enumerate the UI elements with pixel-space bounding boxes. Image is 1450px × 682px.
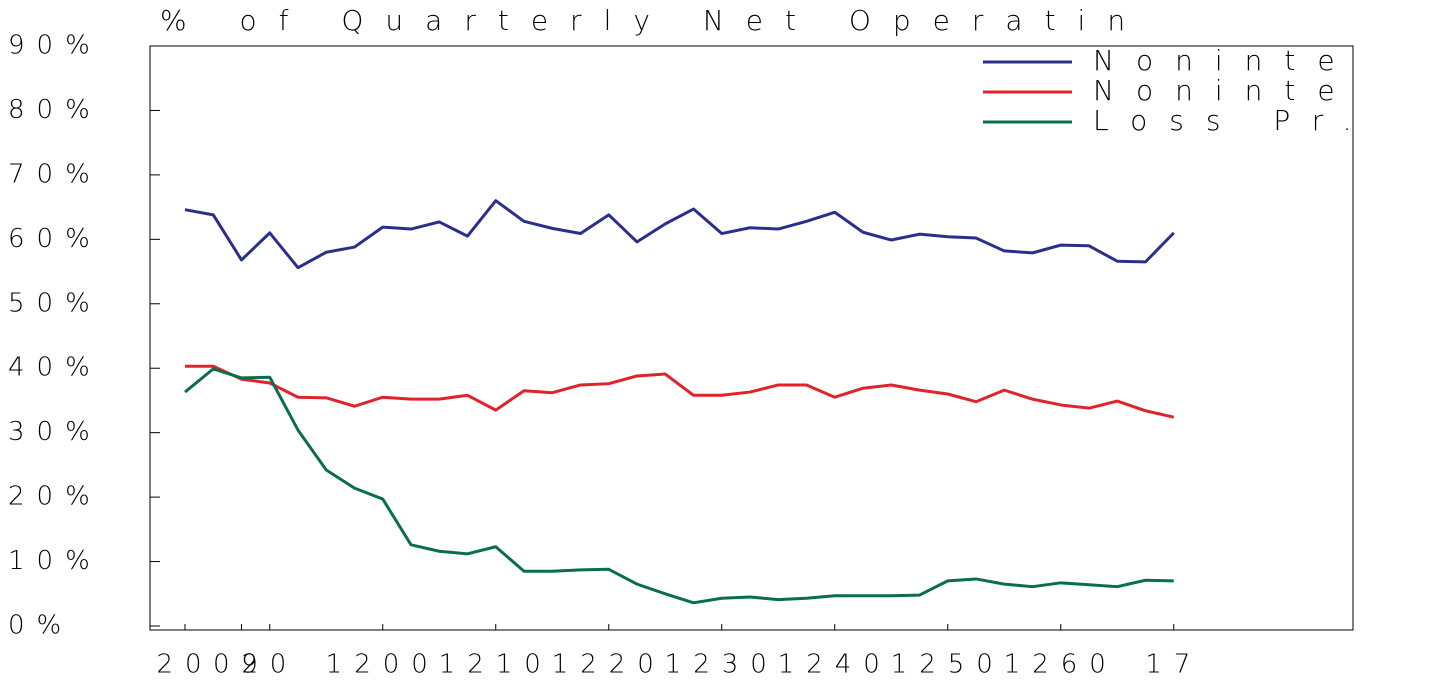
series-line (184, 367, 1174, 605)
x-tick-label: 1210 (439, 650, 553, 680)
y-tick-label: 80% (8, 95, 102, 125)
y-tick-label: 70% (8, 159, 102, 189)
y-tick-label: 30% (8, 417, 102, 447)
chart-title: % of Quarterly Net Operatin (160, 4, 1147, 37)
y-tick-label: 90% (8, 31, 102, 61)
x-tick-label: 02 (213, 650, 270, 680)
y-tick-label: 10% (8, 546, 102, 576)
y-tick-label: 60% (8, 224, 102, 254)
x-tick-label: 1200 (326, 650, 440, 680)
y-tick-label: 20% (8, 482, 102, 512)
series-line (185, 364, 1175, 419)
legend-label: Noninte (1093, 74, 1357, 107)
x-tick-label: 1230 (665, 650, 779, 680)
x-tick-label: 1250 (891, 650, 1005, 680)
y-tick-label: 50% (8, 288, 102, 318)
x-tick-label: 90 (241, 650, 298, 680)
x-tick-label: 17 (1145, 650, 1202, 680)
series-line (184, 199, 1175, 270)
x-tick-label: 1260 (1004, 650, 1118, 680)
x-tick-label: 1220 (552, 650, 666, 680)
plot-frame (149, 45, 1354, 631)
y-tick-label: 0% (8, 611, 73, 641)
y-tick-label: 40% (8, 353, 102, 383)
x-tick-label: 20 (156, 650, 213, 680)
x-tick-label: 1240 (778, 650, 892, 680)
legend-label: Loss Pr. (1093, 104, 1374, 137)
legend-label: Noninte (1093, 44, 1357, 77)
